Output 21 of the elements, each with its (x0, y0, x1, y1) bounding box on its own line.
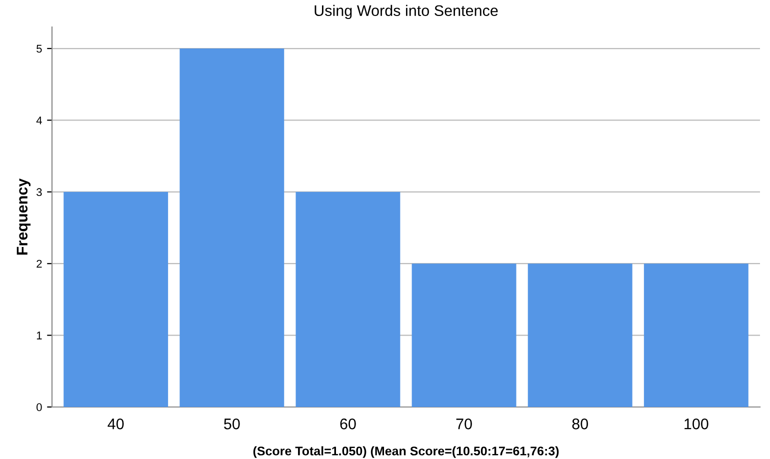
x-tick-label: 50 (224, 418, 240, 430)
y-tick-label: 2 (36, 260, 42, 268)
x-tick-label: 80 (572, 418, 588, 430)
bar (296, 192, 400, 407)
bar (412, 264, 516, 407)
bar (528, 264, 632, 407)
x-axis-title: (Score Total=1.050) (Mean Score=(10.50:17=61,76:3) (253, 446, 559, 458)
y-axis-title: Frequency (16, 178, 31, 255)
x-tick-label: 70 (456, 418, 472, 430)
bar (644, 264, 748, 407)
x-tick-label: 40 (108, 418, 124, 430)
x-tick-label: 60 (340, 418, 356, 430)
y-tick-label: 1 (36, 332, 42, 340)
y-tick-label: 4 (36, 116, 42, 124)
y-tick-label: 3 (36, 188, 42, 196)
y-tick-label: 0 (36, 403, 42, 412)
bar (64, 192, 168, 407)
x-tick-label: 100 (684, 418, 708, 430)
y-tick-label: 5 (36, 44, 42, 53)
chart-title: Using Words into Sentence (314, 4, 498, 20)
bar (180, 48, 284, 407)
